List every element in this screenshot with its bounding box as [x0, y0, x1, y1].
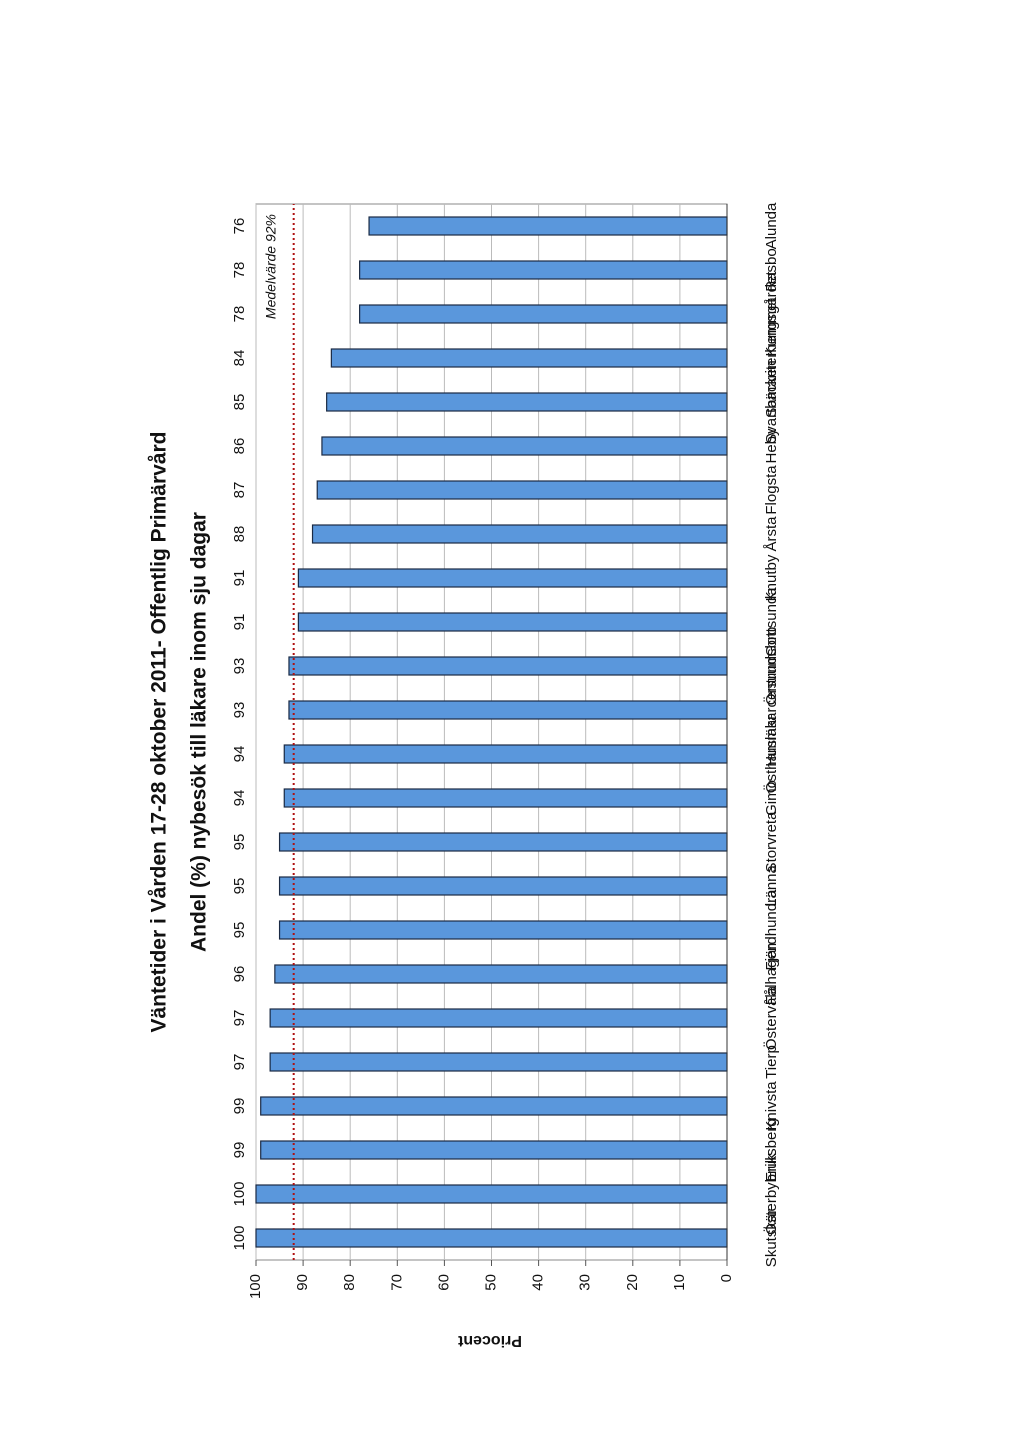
bar	[260, 1096, 728, 1116]
y-tick-label: 50	[482, 1274, 499, 1291]
data-label: 88	[231, 526, 248, 543]
y-tick-label: 70	[388, 1274, 405, 1291]
data-label: 97	[231, 1010, 248, 1027]
x-tick-label: Flogsta	[763, 465, 780, 515]
data-label: 95	[231, 922, 248, 939]
data-label: 91	[231, 614, 248, 631]
x-tick-label: Fjärdhundra	[763, 889, 780, 971]
bar	[326, 392, 728, 412]
x-tick-label: Östhammar	[762, 715, 780, 793]
data-label: 95	[231, 834, 248, 851]
data-label: 86	[231, 438, 248, 455]
x-tick-label: Österbybruk	[762, 1153, 780, 1235]
bar	[269, 1052, 728, 1072]
bar	[297, 612, 728, 632]
x-tick-label: Knivsta	[763, 1081, 780, 1131]
y-tick-label: 90	[294, 1274, 311, 1291]
data-label: 85	[231, 394, 248, 411]
data-label: 100	[231, 1225, 248, 1250]
y-tick-label: 100	[247, 1274, 264, 1299]
bar	[269, 1008, 728, 1028]
bar	[260, 1140, 728, 1160]
data-label: 78	[231, 306, 248, 323]
y-tick-label: 40	[530, 1274, 547, 1291]
data-label: 84	[231, 350, 248, 367]
bar	[283, 744, 728, 764]
bar	[278, 832, 728, 852]
x-tick-label: Samariterhemmet	[763, 298, 780, 418]
x-tick-label: Eriksberg	[763, 1118, 780, 1181]
x-tick-label: Östervåla	[762, 985, 780, 1050]
bar	[278, 920, 728, 940]
y-tick-label: 80	[341, 1274, 358, 1291]
data-label: 95	[231, 878, 248, 895]
x-tick-label: Heby	[763, 428, 780, 464]
bar	[255, 1228, 728, 1248]
data-label: 78	[231, 262, 248, 279]
bar	[274, 964, 728, 984]
bar	[288, 656, 728, 676]
bar	[278, 876, 728, 896]
x-tick-label: Länna	[763, 864, 780, 906]
mean-label: Medelvärde 92%	[262, 214, 278, 319]
data-label: 97	[231, 1054, 248, 1071]
bar	[283, 788, 728, 808]
y-tick-label: 20	[624, 1274, 641, 1291]
data-label: 93	[231, 658, 248, 675]
bar	[311, 524, 728, 544]
data-label: 96	[231, 966, 248, 983]
x-tick-label: Skutskär	[763, 1209, 780, 1267]
x-tick-label: Rasbo	[763, 248, 780, 291]
data-label: 87	[231, 482, 248, 499]
x-tick-label: Örsundsbro	[762, 627, 780, 705]
data-label: 76	[231, 218, 248, 235]
bar	[330, 348, 728, 368]
bar	[321, 436, 728, 456]
y-tick-label: 0	[718, 1274, 735, 1282]
data-label: 94	[231, 746, 248, 763]
y-tick-label: 10	[671, 1274, 688, 1291]
x-tick-label: Kungsgårdet	[763, 271, 780, 357]
data-label: 99	[231, 1142, 248, 1159]
x-tick-label: Svartbäcken	[763, 360, 780, 443]
x-tick-label: Gottsunda	[763, 587, 780, 657]
data-label: 100	[231, 1181, 248, 1206]
x-tick-label: Tierp	[763, 1045, 780, 1079]
y-tick-label: 30	[577, 1274, 594, 1291]
x-tick-label: Årsta	[763, 516, 780, 552]
bar	[359, 260, 728, 280]
x-tick-label: Alunda	[763, 202, 780, 249]
x-tick-label: Fålhagen	[763, 943, 780, 1006]
chart: Väntetider i Vården 17-28 oktober 2011- …	[148, 202, 780, 1349]
bar	[255, 1184, 728, 1204]
y-axis-label: Priocent	[457, 1332, 522, 1349]
x-tick-label: Gimo	[763, 780, 780, 816]
data-label: 91	[231, 570, 248, 587]
x-tick-label: Husläkarcentrum	[763, 653, 780, 766]
data-label: 99	[231, 1098, 248, 1115]
data-label: 93	[231, 702, 248, 719]
bar	[316, 480, 728, 500]
chart-subtitle: Andel (%) nybesök till läkare inom sju d…	[188, 512, 211, 952]
y-tick-label: 60	[435, 1274, 452, 1291]
chart-title: Väntetider i Vården 17-28 oktober 2011- …	[148, 431, 171, 1032]
bar	[288, 700, 728, 720]
x-tick-label: Storvreta	[763, 811, 780, 873]
data-label: 94	[231, 790, 248, 807]
x-tick-label: Knutby	[763, 554, 780, 601]
bar	[368, 216, 728, 236]
bar	[297, 568, 728, 588]
bar	[359, 304, 728, 324]
